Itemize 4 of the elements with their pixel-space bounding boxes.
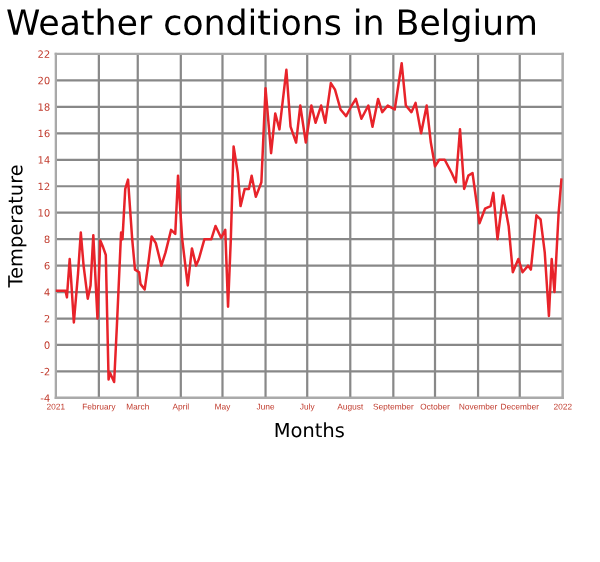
line-series: [55, 61, 563, 384]
y-axis-title: Temperature: [8, 165, 27, 288]
x-axis-title: Months: [275, 422, 344, 438]
chart-title: Weather conditions in Belgium: [7, 8, 535, 43]
